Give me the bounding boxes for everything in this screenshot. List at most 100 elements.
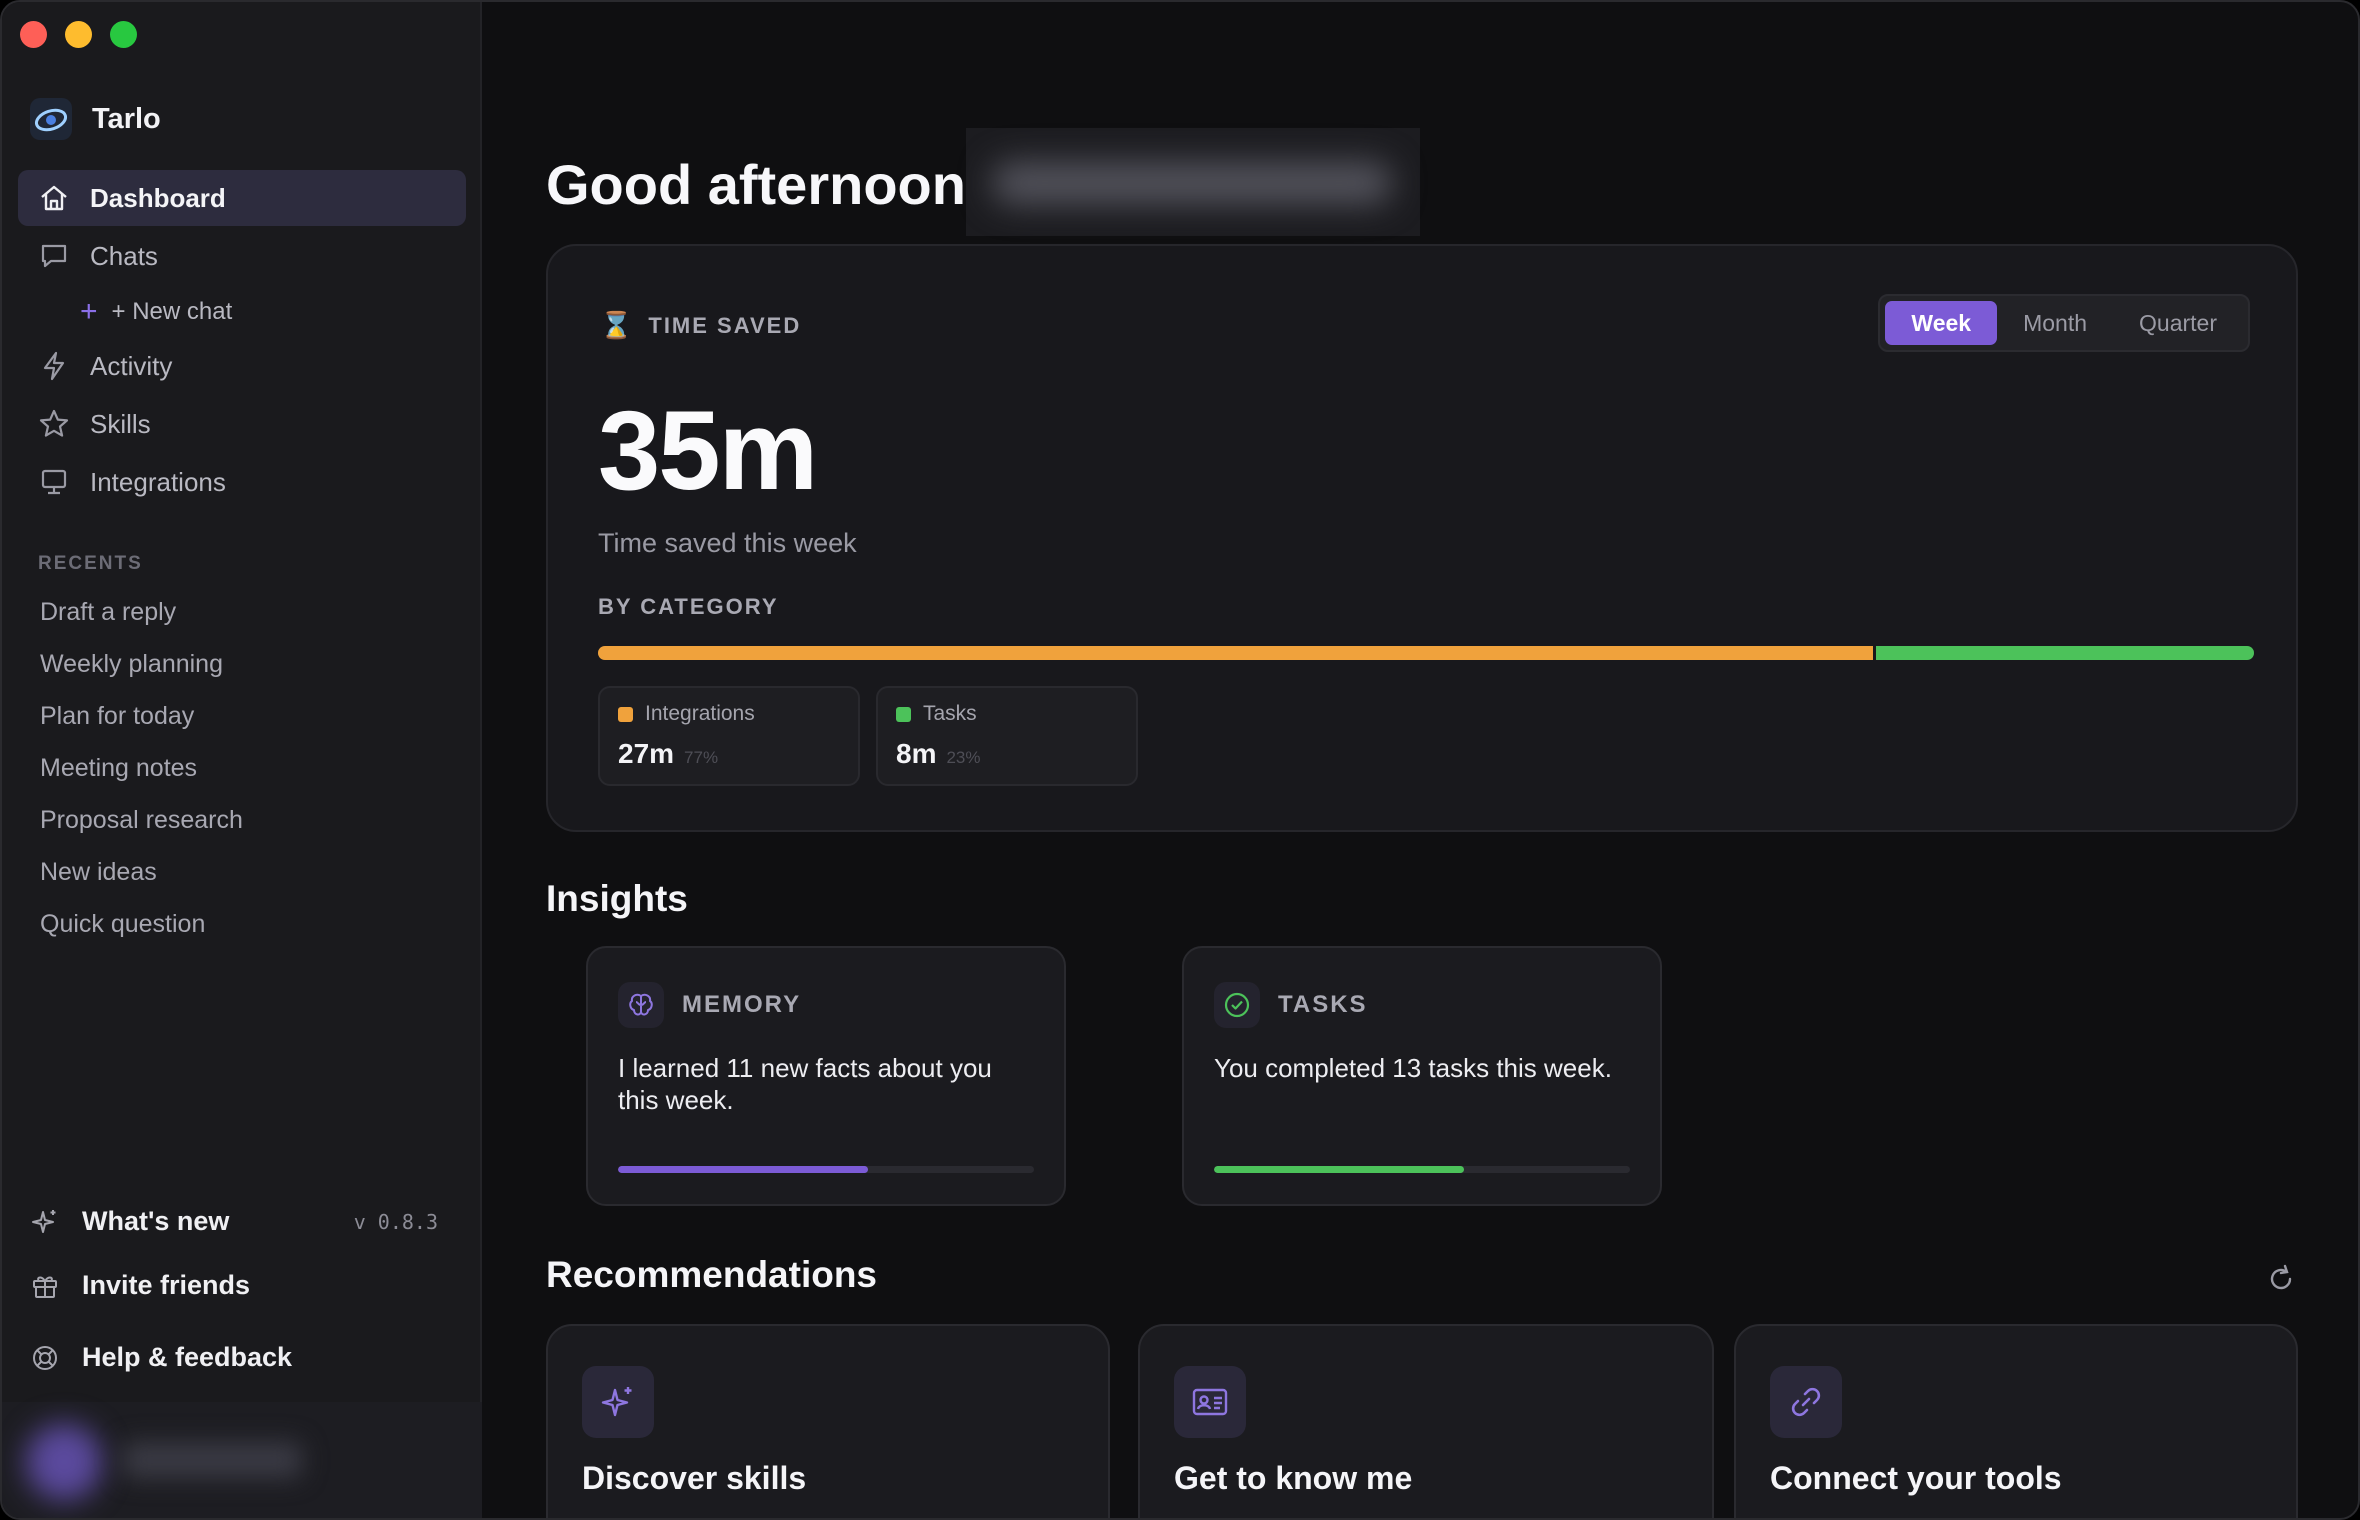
- category-bar-integrations: [598, 646, 1874, 660]
- page-title: Good afternoon: [546, 128, 1420, 238]
- category-value: 27m: [618, 738, 675, 769]
- recent-chat-item[interactable]: Draft a reply: [40, 597, 177, 626]
- time-saved-label: TIME SAVED: [648, 312, 802, 338]
- zoom-window-button[interactable]: [110, 21, 137, 48]
- new-chat-label: + New chat: [111, 298, 233, 325]
- sidebar-item-skills[interactable]: Skills: [18, 396, 466, 452]
- sidebar-item-label: Dashboard: [90, 182, 226, 213]
- time-saved-header: ⌛ TIME SAVED: [600, 310, 801, 341]
- category-bar-tasks: [1873, 646, 2254, 660]
- sparkle-icon: [582, 1366, 654, 1438]
- recent-chat-item[interactable]: Proposal research: [40, 805, 243, 834]
- sidebar-nav: Dashboard Chats + + New chat Activity Sk…: [18, 170, 466, 512]
- recent-chat-item[interactable]: Weekly planning: [40, 649, 223, 678]
- check-circle-icon: [1214, 982, 1260, 1028]
- recents-list: Draft a reply Weekly planning Plan for t…: [40, 586, 243, 950]
- period-quarter-button[interactable]: Quarter: [2139, 309, 2217, 336]
- star-icon: [39, 409, 69, 437]
- insight-title: TASKS: [1278, 991, 1368, 1018]
- link-icon: [1770, 1366, 1842, 1438]
- time-saved-card: ⌛ TIME SAVED Week Month Quarter 35m Time…: [546, 244, 2298, 832]
- recommendation-title: Connect your tools: [1770, 1460, 2062, 1496]
- brand: Tarlo: [30, 98, 161, 140]
- new-chat-button[interactable]: + + New chat: [18, 286, 466, 338]
- recommendation-title: Get to know me: [1174, 1460, 1413, 1496]
- insight-text: You completed 13 tasks this week.: [1214, 1053, 1612, 1083]
- sidebar-item-activity[interactable]: Activity: [18, 338, 466, 394]
- monitor-icon: [41, 469, 67, 495]
- invite-friends-label: Invite friends: [82, 1270, 251, 1300]
- sidebar-item-chats[interactable]: Chats: [18, 228, 466, 284]
- avatar: [26, 1424, 102, 1500]
- insight-progress-fill: [618, 1166, 868, 1173]
- recommendations-heading: Recommendations: [546, 1254, 878, 1295]
- main-content: Good afternoon ⌛ TIME SAVED Week Month Q…: [482, 2, 2358, 1518]
- insight-progress: [618, 1166, 1034, 1173]
- insights-heading: Insights: [546, 878, 688, 919]
- integrations-swatch: [618, 706, 633, 722]
- sidebar: Tarlo Dashboard Chats + + New chat Activ…: [2, 2, 482, 1518]
- sidebar-item-label: Chats: [90, 240, 158, 271]
- recent-chat-item[interactable]: Meeting notes: [40, 753, 198, 782]
- sidebar-item-label: Skills: [90, 408, 151, 439]
- sidebar-item-label: Integrations: [90, 466, 226, 497]
- insight-card-tasks[interactable]: TASKS You completed 13 tasks this week.: [1182, 946, 1662, 1206]
- refresh-icon[interactable]: [2264, 1262, 2298, 1296]
- home-icon: [41, 185, 67, 211]
- category-bar: [598, 646, 2254, 660]
- insight-text: I learned 11 new facts about you this we…: [618, 1053, 992, 1115]
- minimize-window-button[interactable]: [65, 21, 92, 48]
- sidebar-item-dashboard[interactable]: Dashboard: [18, 170, 466, 226]
- insight-progress: [1214, 1166, 1630, 1173]
- invite-friends-button[interactable]: Invite friends: [30, 1270, 450, 1301]
- insight-card-memory[interactable]: MEMORY I learned 11 new facts about you …: [586, 946, 1066, 1206]
- time-saved-value: 35m: [598, 388, 818, 513]
- help-feedback-label: Help & feedback: [82, 1342, 293, 1372]
- by-category-label: BY CATEGORY: [598, 594, 779, 619]
- id-card-icon: [1174, 1366, 1246, 1438]
- close-window-button[interactable]: [20, 21, 47, 48]
- sidebar-item-label: Activity: [90, 350, 173, 381]
- insight-progress-fill: [1214, 1166, 1464, 1173]
- bolt-icon: [43, 351, 65, 381]
- insight-title: MEMORY: [682, 991, 802, 1018]
- sidebar-item-integrations[interactable]: Integrations: [18, 454, 466, 510]
- recommendation-title: Discover skills: [582, 1460, 807, 1496]
- gift-icon: [33, 1276, 57, 1298]
- recommendation-card-get-to-know-me[interactable]: Get to know me: [1138, 1324, 1714, 1518]
- recent-chat-item[interactable]: Plan for today: [40, 701, 195, 730]
- sparkle-icon: [32, 1209, 56, 1233]
- category-card-integrations: Integrations 27m 77%: [598, 686, 860, 786]
- greeting-text: Good afternoon: [546, 152, 966, 216]
- category-percent: 23%: [946, 748, 981, 767]
- app-name: Tarlo: [92, 102, 161, 135]
- plus-icon: +: [80, 295, 98, 328]
- recommendation-card-discover-skills[interactable]: Discover skills: [546, 1324, 1110, 1518]
- recent-chat-item[interactable]: New ideas: [40, 857, 157, 886]
- category-legend: Integrations 27m 77% Tasks 8m 23%: [598, 686, 1138, 786]
- window-controls: [20, 21, 137, 48]
- version-label: v 0.8.3: [353, 1209, 438, 1234]
- period-selector: Week Month Quarter: [1878, 294, 2250, 352]
- whats-new-label: What's new: [82, 1206, 230, 1236]
- period-month-button[interactable]: Month: [2023, 309, 2088, 336]
- recent-chat-item[interactable]: Quick question: [40, 909, 206, 938]
- user-name-redacted: [122, 1442, 302, 1478]
- user-profile-button[interactable]: [2, 1402, 482, 1518]
- time-saved-subtitle: Time saved this week: [598, 528, 857, 558]
- whats-new-button[interactable]: What's new v 0.8.3: [30, 1206, 450, 1237]
- lifebuoy-icon: [33, 1345, 57, 1370]
- category-name: Tasks: [923, 702, 977, 725]
- category-name: Integrations: [645, 702, 755, 725]
- category-card-tasks: Tasks 8m 23%: [876, 686, 1138, 786]
- category-percent: 77%: [684, 748, 719, 767]
- chat-icon: [41, 244, 67, 268]
- category-value: 8m: [896, 738, 937, 769]
- recommendation-card-connect-tools[interactable]: Connect your tools: [1734, 1324, 2298, 1518]
- app-logo-icon: [30, 98, 72, 140]
- recents-heading: RECENTS: [38, 553, 143, 574]
- period-week-button[interactable]: Week: [1885, 301, 1998, 345]
- brain-icon: [618, 982, 664, 1028]
- help-feedback-button[interactable]: Help & feedback: [30, 1342, 450, 1373]
- hourglass-icon: ⌛: [600, 310, 635, 340]
